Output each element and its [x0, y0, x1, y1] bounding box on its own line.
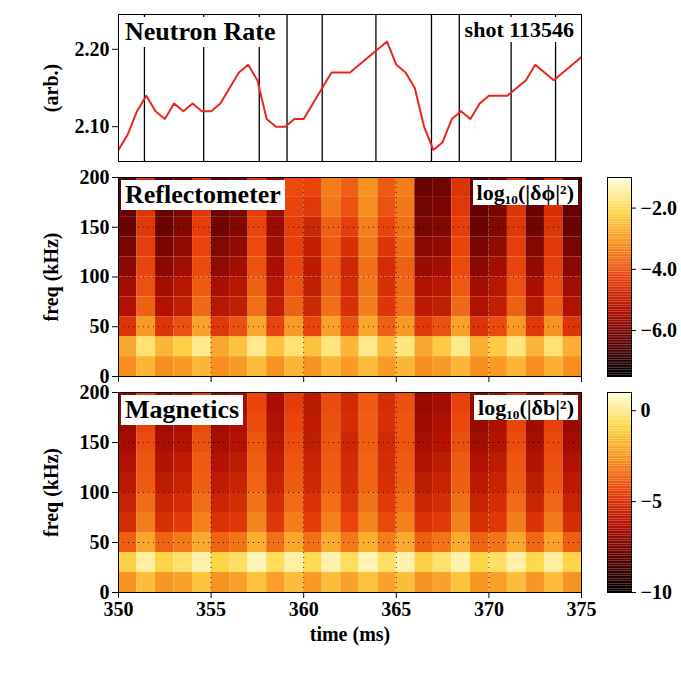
svg-text:200: 200 — [80, 381, 110, 403]
svg-text:0: 0 — [99, 364, 110, 387]
svg-text:365: 365 — [381, 598, 411, 620]
svg-text:2.20: 2.20 — [75, 38, 110, 60]
svg-text:200: 200 — [80, 166, 110, 188]
svg-text:360: 360 — [289, 598, 319, 620]
svg-text:freq (kHz): freq (kHz) — [40, 448, 63, 537]
html-text:Magnetics: Magnetics — [125, 395, 240, 424]
svg-text:100: 100 — [80, 265, 110, 287]
svg-text:0: 0 — [641, 399, 651, 421]
svg-text:freq (kHz): freq (kHz) — [40, 232, 63, 321]
svg-text:50: 50 — [90, 315, 110, 337]
html-text:shot 113546: shot 113546 — [464, 17, 574, 42]
svg-text:0: 0 — [99, 580, 110, 603]
svg-text:355: 355 — [196, 598, 226, 620]
html-text:Neutron Rate: Neutron Rate — [125, 17, 276, 46]
svg-text:−10: −10 — [641, 581, 672, 603]
svg-text:(arb.): (arb.) — [40, 64, 63, 112]
html-text:log₁₀(|δϕ|²): log₁₀(|δϕ|²) — [476, 180, 574, 205]
svg-text:−4.0: −4.0 — [641, 258, 677, 280]
svg-text:150: 150 — [80, 216, 110, 238]
html-text:log₁₀(|δb|²): log₁₀(|δb|²) — [478, 395, 574, 420]
svg-text:350: 350 — [104, 598, 134, 620]
svg-text:−6.0: −6.0 — [641, 319, 677, 341]
html-text:Reflectometer: Reflectometer — [125, 180, 281, 209]
svg-text:50: 50 — [90, 531, 110, 553]
svg-text:time (ms): time (ms) — [310, 623, 391, 646]
svg-text:2.10: 2.10 — [75, 115, 110, 137]
svg-text:375: 375 — [567, 598, 597, 620]
svg-text:−5: −5 — [641, 490, 662, 512]
svg-text:370: 370 — [474, 598, 504, 620]
svg-text:100: 100 — [80, 481, 110, 503]
svg-text:150: 150 — [80, 431, 110, 453]
svg-text:−2.0: −2.0 — [641, 197, 677, 219]
